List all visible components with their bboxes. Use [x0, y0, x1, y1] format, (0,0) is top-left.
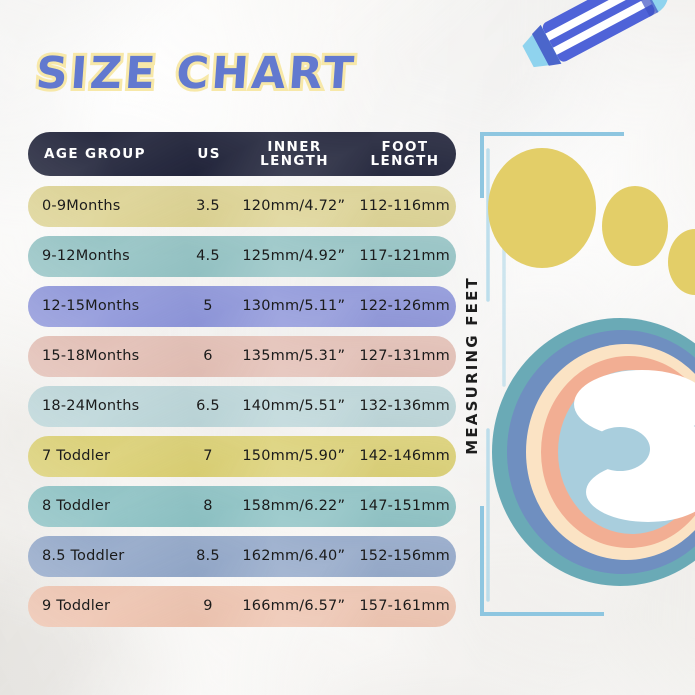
cell-foot-length: 112-116mm	[359, 197, 451, 214]
cell-us: 6	[203, 347, 213, 364]
table-row: 8 Toddler 8 158mm/6.22” 147-151mm	[28, 486, 456, 527]
cell-age-group: 18-24Months	[42, 397, 140, 414]
cell-us: 4.5	[196, 247, 220, 264]
cell-us: 8.5	[196, 547, 220, 564]
cell-foot-length: 127-131mm	[359, 347, 451, 364]
table-row: 9-12Months 4.5 125mm/4.92” 117-121mm	[28, 236, 456, 277]
cell-age-group: 12-15Months	[42, 297, 140, 314]
ruler-line-icon	[486, 148, 506, 602]
cell-age-group: 15-18Months	[42, 347, 140, 364]
table-row: 15-18Months 6 135mm/5.31” 127-131mm	[28, 336, 456, 377]
cell-us: 6.5	[196, 397, 220, 414]
table-row: 8.5 Toddler 8.5 162mm/6.40” 152-156mm	[28, 536, 456, 577]
size-chart-table: AGE GROUP US INNER LENGTH FOOT LENGTH 0-…	[28, 132, 456, 636]
cell-us: 9	[203, 597, 213, 614]
cell-foot-length: 147-151mm	[359, 497, 451, 514]
cell-inner-length: 140mm/5.51”	[242, 397, 346, 414]
cell-inner-length: 135mm/5.31”	[242, 347, 346, 364]
cell-inner-length: 162mm/6.40”	[242, 547, 346, 564]
header-foot-length: FOOT LENGTH	[354, 138, 456, 169]
cell-age-group: 0-9Months	[42, 197, 121, 214]
cell-age-group: 9 Toddler	[42, 597, 111, 614]
cell-foot-length: 152-156mm	[359, 547, 451, 564]
header-foot-length-line2: LENGTH	[370, 153, 440, 169]
table-row: 12-15Months 5 130mm/5.11” 122-126mm	[28, 286, 456, 327]
cell-foot-length: 157-161mm	[359, 597, 451, 614]
header-inner-length-line1: INNER	[267, 138, 322, 155]
foot-outline-icon	[492, 318, 695, 586]
cell-foot-length: 122-126mm	[359, 297, 451, 314]
cell-us: 8	[203, 497, 213, 514]
cell-age-group: 8 Toddler	[42, 497, 111, 514]
cell-inner-length: 125mm/4.92”	[242, 247, 346, 264]
page-title: SIZE CHART	[31, 45, 361, 102]
cell-inner-length: 158mm/6.22”	[242, 497, 346, 514]
pencil-icon	[522, 0, 669, 68]
header-age-group: AGE GROUP	[44, 145, 146, 162]
measuring-feet-label: MEASURING FEET	[455, 250, 489, 480]
table-header-row: AGE GROUP US INNER LENGTH FOOT LENGTH	[28, 132, 456, 176]
cell-foot-length: 132-136mm	[359, 397, 451, 414]
cell-us: 7	[203, 447, 213, 464]
corner-frame-icon	[480, 132, 624, 616]
cell-age-group: 8.5 Toddler	[42, 547, 125, 564]
table-row: 7 Toddler 7 150mm/5.90” 142-146mm	[28, 436, 456, 477]
measuring-feet-text: MEASURING FEET	[463, 275, 481, 455]
cell-inner-length: 166mm/6.57”	[242, 597, 346, 614]
header-inner-length: INNER LENGTH	[235, 138, 354, 169]
cell-us: 5	[203, 297, 213, 314]
header-inner-length-line2: LENGTH	[260, 153, 329, 169]
cell-foot-length: 117-121mm	[359, 247, 451, 264]
cell-us: 3.5	[196, 197, 220, 214]
table-row: 9 Toddler 9 166mm/6.57” 157-161mm	[28, 586, 456, 627]
toes-icon	[488, 148, 695, 295]
cell-age-group: 7 Toddler	[42, 447, 111, 464]
cell-inner-length: 150mm/5.90”	[242, 447, 346, 464]
table-body: 0-9Months 3.5 120mm/4.72” 112-116mm 9-12Mont…	[28, 186, 456, 627]
table-row: 0-9Months 3.5 120mm/4.72” 112-116mm	[28, 186, 456, 227]
table-row: 18-24Months 6.5 140mm/5.51” 132-136mm	[28, 386, 456, 427]
cell-inner-length: 120mm/4.72”	[242, 197, 346, 214]
cell-inner-length: 130mm/5.11”	[242, 297, 346, 314]
cell-foot-length: 142-146mm	[359, 447, 451, 464]
header-us: US	[197, 145, 221, 162]
cell-age-group: 9-12Months	[42, 247, 130, 264]
measuring-feet-illustration	[452, 0, 695, 695]
header-foot-length-line1: FOOT	[381, 138, 429, 155]
